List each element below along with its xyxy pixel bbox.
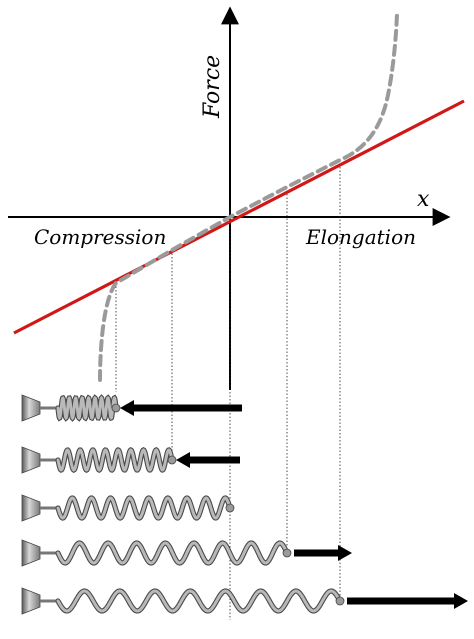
spring-4 xyxy=(21,539,352,567)
spring-3 xyxy=(21,494,235,522)
axes xyxy=(8,6,451,390)
wall-mount-icon xyxy=(21,394,41,422)
arrow-left-icon xyxy=(120,400,134,416)
spring-end-cap xyxy=(335,596,345,606)
arrow-left-icon xyxy=(176,452,190,468)
spring-end-cap xyxy=(111,403,121,413)
wall-mount-icon xyxy=(21,539,41,567)
linear-force-line xyxy=(13,99,465,335)
spring-2 xyxy=(21,446,240,474)
arrow-right-icon xyxy=(454,593,468,609)
spring-1 xyxy=(21,394,242,422)
spring-end-cap xyxy=(167,455,177,465)
spring-coil xyxy=(56,448,174,472)
compression-label: Compression xyxy=(34,225,166,249)
wall-mount-icon xyxy=(21,587,41,615)
elongation-label: Elongation xyxy=(305,225,416,249)
spring-coil xyxy=(56,395,118,421)
nonlinear-force-curve xyxy=(98,12,399,382)
spring-end-cap xyxy=(282,548,292,558)
springs-group xyxy=(21,394,468,615)
arrow-right-icon xyxy=(338,545,352,561)
wall-mount-icon xyxy=(21,494,41,522)
y-axis-label: Force xyxy=(200,55,225,119)
spring-5 xyxy=(21,587,468,615)
spring-coil xyxy=(56,541,289,565)
wall-mount-icon xyxy=(21,446,41,474)
spring-coil xyxy=(56,589,342,613)
spring-coil xyxy=(56,496,232,520)
guide-lines xyxy=(115,160,341,620)
x-axis-label: x xyxy=(417,187,430,212)
spring-end-cap xyxy=(225,503,235,513)
